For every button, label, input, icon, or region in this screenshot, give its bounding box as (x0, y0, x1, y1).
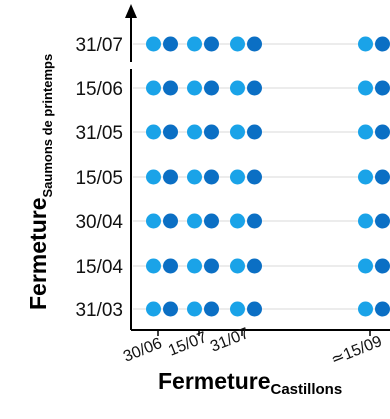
marker-light (146, 80, 161, 96)
x-tick-label: 15/07 (166, 329, 210, 360)
y-axis-arrow-icon (125, 4, 137, 18)
marker-light (230, 213, 245, 229)
marker-dark (163, 124, 178, 140)
marker-dark (163, 36, 178, 52)
x-axis-title-sub: Castillons (270, 381, 342, 398)
marker-dark (375, 258, 390, 274)
y-tick-label: 31/03 (75, 300, 123, 321)
marker-dark (247, 258, 262, 274)
svg-text:FermetureCastillons: FermetureCastillons (158, 368, 342, 398)
marker-light (358, 124, 373, 140)
marker-light (187, 80, 202, 96)
marker-dark (247, 213, 262, 229)
x-tick-label: ≃15/09 (329, 333, 385, 369)
marker-dark (204, 301, 219, 317)
marker-light (187, 169, 202, 185)
marker-dark (375, 124, 390, 140)
marker-light (358, 258, 373, 274)
marker-light (230, 301, 245, 317)
marker-light (146, 124, 161, 140)
y-tick-label: 31/05 (75, 123, 123, 144)
marker-light (358, 80, 373, 96)
marker-dark (204, 124, 219, 140)
marker-light (230, 124, 245, 140)
marker-light (358, 36, 373, 52)
y-tick-label: 31/07 (75, 35, 123, 56)
marker-dark (163, 80, 178, 96)
marker-dark (163, 169, 178, 185)
marker-light (146, 36, 161, 52)
marker-dark (247, 36, 262, 52)
x-axis-title-main: Fermeture (158, 368, 270, 394)
marker-dark (204, 258, 219, 274)
marker-light (146, 169, 161, 185)
marker-light (146, 213, 161, 229)
marker-dark (375, 36, 390, 52)
marker-dark (163, 258, 178, 274)
y-axis-title-main: Fermeture (25, 198, 51, 310)
y-axis-title: FermetureSaumons de printemps (25, 54, 55, 310)
marker-dark (247, 301, 262, 317)
marker-light (230, 36, 245, 52)
svg-text:FermetureSaumons de printemps: FermetureSaumons de printemps (25, 54, 55, 310)
marker-dark (247, 124, 262, 140)
x-tick-label: 30/06 (121, 335, 165, 366)
marker-light (358, 301, 373, 317)
marker-dark (163, 213, 178, 229)
marker-dark (247, 80, 262, 96)
marker-light (187, 124, 202, 140)
y-tick-label: 15/06 (75, 79, 123, 100)
marker-light (187, 213, 202, 229)
marker-light (187, 36, 202, 52)
marker-dark (375, 213, 390, 229)
marker-light (358, 213, 373, 229)
markers (146, 36, 390, 317)
marker-light (230, 258, 245, 274)
y-tick-label: 15/05 (75, 168, 123, 189)
marker-light (230, 80, 245, 96)
marker-dark (375, 301, 390, 317)
marker-light (230, 169, 245, 185)
marker-dark (375, 169, 390, 185)
marker-dark (204, 80, 219, 96)
marker-light (146, 301, 161, 317)
y-tick-label: 30/04 (75, 212, 123, 233)
axes (125, 4, 390, 331)
marker-dark (204, 169, 219, 185)
y-tick-label: 15/04 (75, 257, 123, 278)
marker-dark (375, 80, 390, 96)
marker-light (146, 258, 161, 274)
y-axis-title-sub: Saumons de printemps (40, 54, 55, 198)
marker-dark (204, 36, 219, 52)
y-tick-labels: 31/03 15/04 30/04 15/05 31/05 15/06 31/07 (75, 35, 123, 321)
marker-dark (247, 169, 262, 185)
marker-light (358, 169, 373, 185)
marker-dark (163, 301, 178, 317)
x-axis-title: FermetureCastillons (158, 368, 342, 398)
marker-light (187, 301, 202, 317)
marker-dark (204, 213, 219, 229)
marker-light (187, 258, 202, 274)
